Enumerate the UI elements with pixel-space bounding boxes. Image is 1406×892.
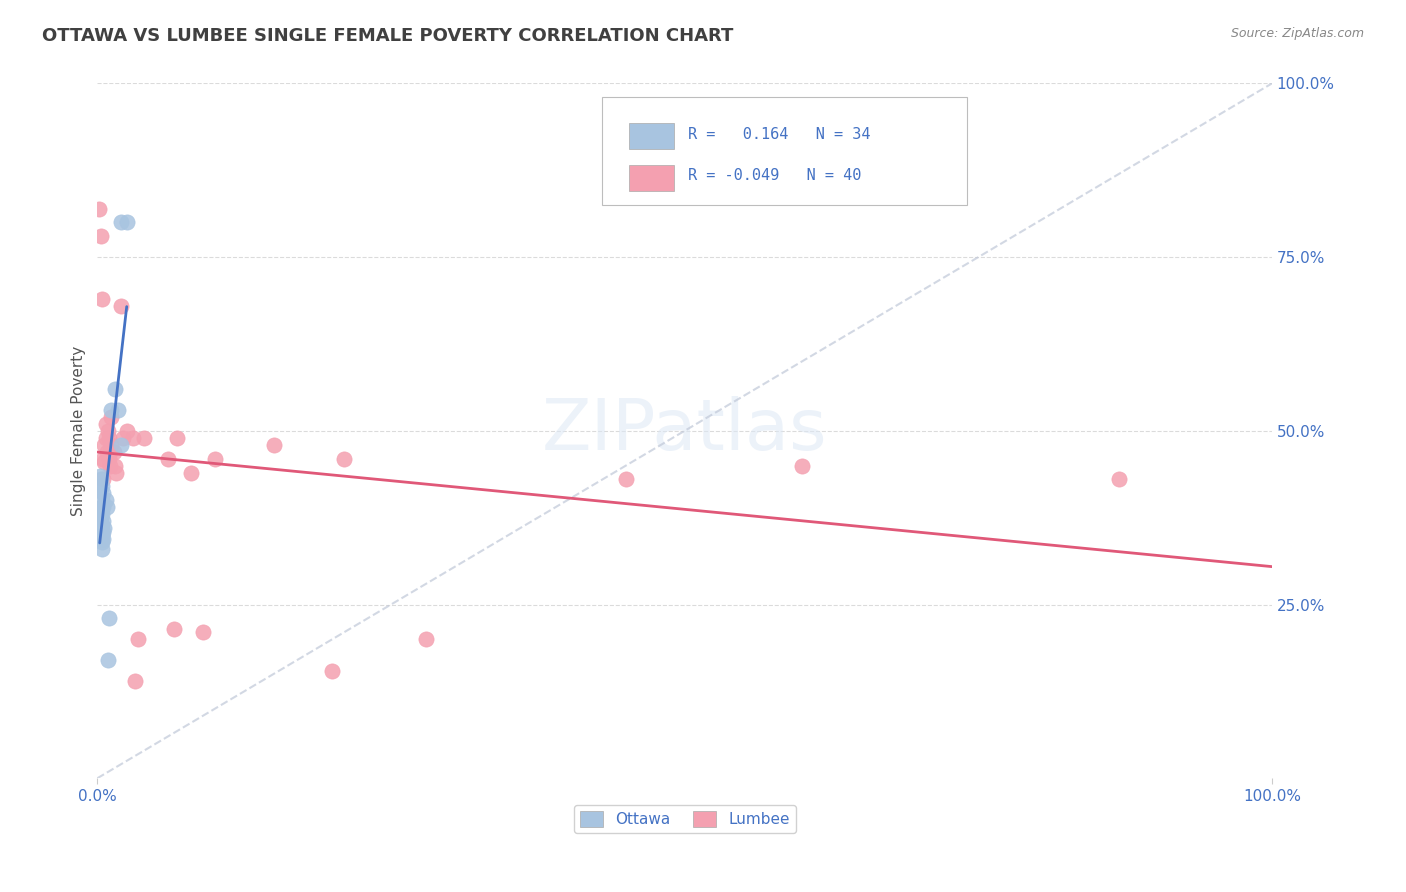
Point xyxy=(90,500,112,515)
Point xyxy=(98,611,121,625)
Point xyxy=(96,500,118,515)
Point xyxy=(90,524,112,539)
Point xyxy=(94,493,117,508)
Point xyxy=(156,451,179,466)
Point xyxy=(90,229,112,244)
Point xyxy=(107,403,129,417)
Y-axis label: Single Female Poverty: Single Female Poverty xyxy=(72,346,86,516)
Point xyxy=(89,483,111,497)
Point xyxy=(91,473,114,487)
Point xyxy=(91,479,114,493)
Point xyxy=(124,673,146,688)
Point xyxy=(93,521,115,535)
Bar xyxy=(630,123,673,150)
Text: Source: ZipAtlas.com: Source: ZipAtlas.com xyxy=(1230,27,1364,40)
Point xyxy=(104,458,127,473)
FancyBboxPatch shape xyxy=(602,97,966,205)
Point xyxy=(100,403,122,417)
Point xyxy=(127,632,149,647)
Point xyxy=(105,466,128,480)
Point xyxy=(97,424,120,438)
Point xyxy=(110,299,132,313)
Point xyxy=(121,431,143,445)
Point xyxy=(98,458,121,473)
Point xyxy=(100,438,122,452)
Point xyxy=(89,504,111,518)
Point xyxy=(91,524,114,539)
Point xyxy=(89,469,111,483)
Point xyxy=(91,541,114,556)
Point xyxy=(163,622,186,636)
Point xyxy=(790,458,813,473)
Point xyxy=(415,632,437,647)
Point xyxy=(91,517,114,532)
Point xyxy=(180,466,202,480)
Point xyxy=(204,451,226,466)
Legend: Ottawa, Lumbee: Ottawa, Lumbee xyxy=(574,805,796,833)
Point xyxy=(91,486,114,500)
Point xyxy=(91,292,114,306)
Point xyxy=(91,532,114,546)
Point xyxy=(103,444,125,458)
Point xyxy=(91,535,114,549)
Point xyxy=(93,455,115,469)
Point xyxy=(94,431,117,445)
Point xyxy=(97,653,120,667)
Point xyxy=(1108,473,1130,487)
Bar xyxy=(630,165,673,191)
Point xyxy=(98,451,121,466)
Point xyxy=(94,417,117,431)
Point xyxy=(96,444,118,458)
Point xyxy=(191,625,214,640)
Point xyxy=(115,424,138,438)
Text: OTTAWA VS LUMBEE SINGLE FEMALE POVERTY CORRELATION CHART: OTTAWA VS LUMBEE SINGLE FEMALE POVERTY C… xyxy=(42,27,734,45)
Text: R =   0.164   N = 34: R = 0.164 N = 34 xyxy=(688,127,870,142)
Point xyxy=(91,451,114,466)
Point xyxy=(91,528,114,542)
Point xyxy=(110,438,132,452)
Point xyxy=(90,473,112,487)
Point xyxy=(614,473,637,487)
Point xyxy=(100,409,122,424)
Point xyxy=(91,514,114,528)
Point xyxy=(166,431,188,445)
Point xyxy=(110,215,132,229)
Point xyxy=(93,438,115,452)
Point xyxy=(90,510,112,524)
Point xyxy=(90,532,112,546)
Point xyxy=(89,524,111,539)
Point xyxy=(89,514,111,528)
Point xyxy=(321,664,343,678)
Point xyxy=(112,431,135,445)
Point xyxy=(115,215,138,229)
Text: R = -0.049   N = 40: R = -0.049 N = 40 xyxy=(688,169,862,184)
Point xyxy=(134,431,156,445)
Point xyxy=(263,438,285,452)
Point xyxy=(90,517,112,532)
Point xyxy=(91,493,114,508)
Point xyxy=(104,382,127,396)
Point xyxy=(333,451,356,466)
Text: ZIPatlas: ZIPatlas xyxy=(541,396,828,466)
Point xyxy=(98,431,121,445)
Point xyxy=(91,507,114,521)
Point xyxy=(98,444,121,458)
Point xyxy=(87,202,110,216)
Point xyxy=(91,500,114,515)
